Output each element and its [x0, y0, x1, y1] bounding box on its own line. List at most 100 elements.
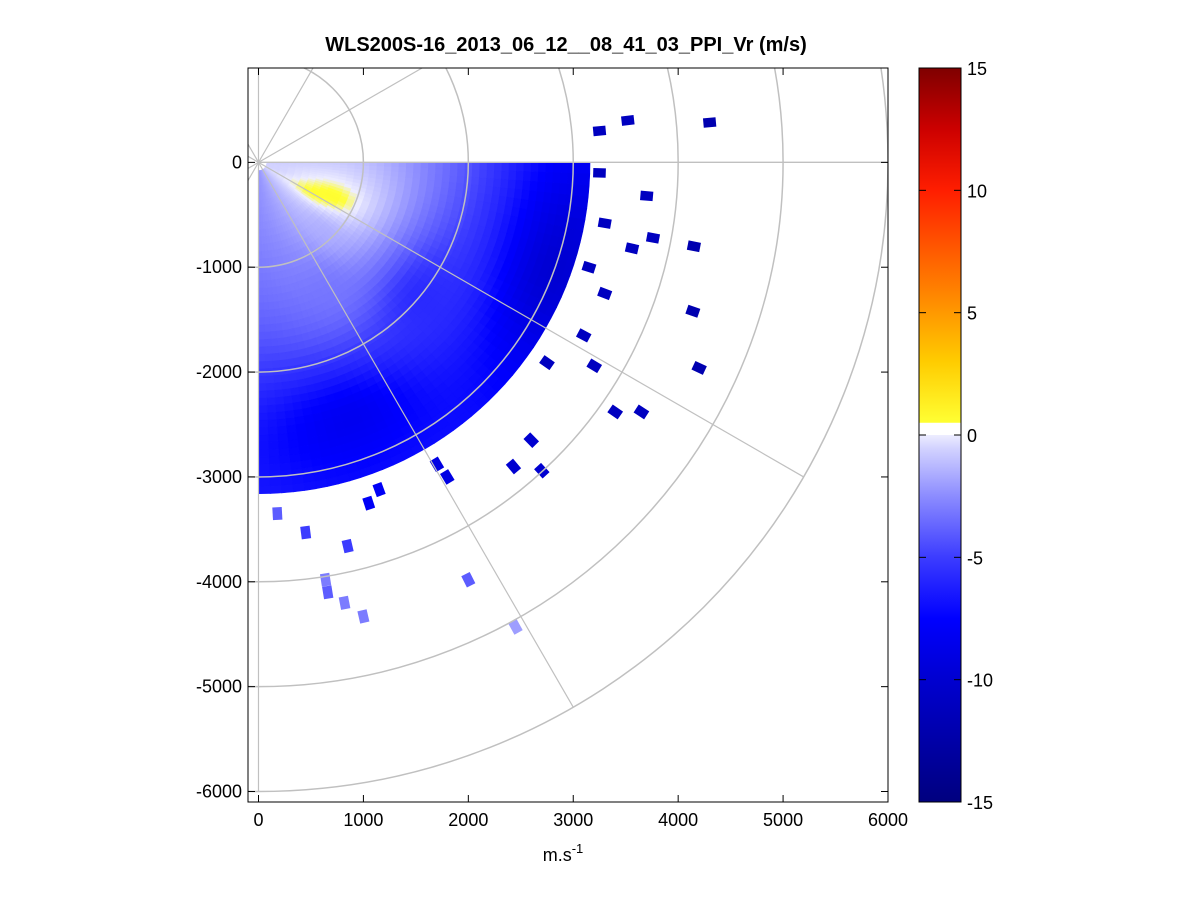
field-cell	[427, 167, 437, 176]
scatter-cell	[341, 538, 354, 554]
field-cell	[271, 345, 279, 355]
field-cell	[258, 317, 265, 326]
field-cell	[435, 168, 444, 176]
field-cell	[530, 162, 539, 173]
field-cell	[258, 353, 266, 362]
field-cell	[258, 441, 269, 451]
field-cell	[283, 343, 293, 353]
scatter-cell	[621, 115, 635, 126]
field-cell	[470, 184, 480, 194]
field-cell	[515, 171, 525, 182]
field-cell	[478, 177, 488, 187]
field-cell	[492, 178, 502, 189]
field-cell	[457, 162, 466, 170]
azimuth-spoke	[257, 68, 314, 163]
field-cell	[449, 175, 458, 184]
field-cell	[573, 184, 583, 197]
field-cell	[284, 410, 295, 420]
field-cell	[274, 389, 284, 399]
field-cell	[265, 360, 274, 370]
azimuth-spoke	[248, 161, 259, 170]
field-cell	[258, 485, 271, 495]
field-cell	[262, 294, 269, 304]
field-cell	[577, 207, 588, 221]
x-axis-label-superscript: -1	[572, 841, 584, 856]
field-cell	[282, 388, 292, 398]
field-cell	[258, 361, 267, 370]
field-cell	[273, 382, 283, 391]
field-cell	[280, 484, 294, 494]
field-cell	[471, 169, 481, 179]
field-cell	[522, 180, 531, 192]
field-cell	[537, 171, 547, 183]
field-cell	[506, 188, 516, 199]
scatter-cell	[322, 585, 334, 600]
field-cell	[580, 184, 590, 198]
field-cell	[278, 359, 288, 369]
chart-title: WLS200S-16_2013_06_12__08_41_03_PPI_Vr (…	[325, 34, 806, 56]
azimuth-spoke	[257, 162, 574, 708]
field-cell	[516, 162, 525, 172]
field-cell	[558, 183, 568, 196]
x-tick-label: 3000	[553, 810, 593, 830]
scatter-cell	[597, 217, 612, 229]
field-cell	[405, 162, 415, 169]
field-cell	[277, 433, 289, 443]
scatter-cell	[686, 240, 701, 253]
colorbar-tick-label: 10	[967, 181, 987, 201]
field-cell	[376, 162, 385, 168]
y-tick-label: -3000	[196, 467, 242, 487]
field-cell	[530, 171, 539, 183]
field-cell	[413, 167, 422, 175]
scatter-cell	[523, 432, 540, 449]
field-cell	[391, 166, 400, 173]
field-cell	[267, 294, 274, 303]
colorbar: 15 10 5 0 -5 -10 -15	[918, 59, 993, 813]
field-cell	[265, 375, 275, 384]
field-cell	[450, 162, 459, 170]
field-cell	[285, 417, 296, 427]
field-cell	[428, 162, 437, 169]
field-cell	[266, 404, 277, 414]
y-axis: 0 -1000 -2000 -3000 -4000 -5000 -6000	[196, 152, 888, 802]
plot-area: 0 1000 2000 3000 4000 5000 6000 0 -1000 -2000 -30…	[196, 67, 908, 865]
field-cell	[258, 434, 269, 443]
field-cell	[267, 441, 279, 450]
field-cell	[277, 440, 289, 450]
colorbar-tick-label: 15	[967, 59, 987, 79]
field-cell	[278, 455, 291, 464]
field-cell	[273, 374, 282, 384]
field-cell	[263, 324, 271, 333]
field-cell	[267, 301, 275, 311]
field-cell	[284, 350, 294, 361]
field-cell	[258, 397, 268, 406]
field-cell	[499, 187, 509, 198]
field-cell	[258, 456, 270, 465]
field-cell	[258, 383, 267, 392]
field-cell	[258, 295, 264, 304]
field-cell	[264, 353, 273, 362]
scatter-cell	[633, 404, 650, 420]
field-cell	[267, 433, 279, 443]
azimuth-spoke	[258, 68, 424, 163]
field-cell	[266, 287, 273, 296]
field-cell	[552, 172, 561, 184]
field-cell	[574, 173, 583, 186]
field-cell	[500, 170, 510, 181]
scatter-cell	[624, 242, 640, 255]
field-cell	[398, 162, 407, 168]
scatter-cell	[272, 507, 283, 521]
colorbar-tick-label: -5	[967, 548, 983, 568]
field-cell	[269, 477, 282, 487]
field-cell	[420, 162, 429, 169]
field-cell	[264, 331, 272, 340]
field-cell	[427, 173, 436, 182]
field-cell	[478, 169, 488, 179]
field-cell	[303, 481, 317, 491]
field-cell	[268, 463, 281, 472]
field-cell	[258, 346, 266, 355]
field-cell	[275, 330, 284, 339]
scatter-cell	[439, 469, 455, 485]
field-cell	[420, 167, 429, 175]
